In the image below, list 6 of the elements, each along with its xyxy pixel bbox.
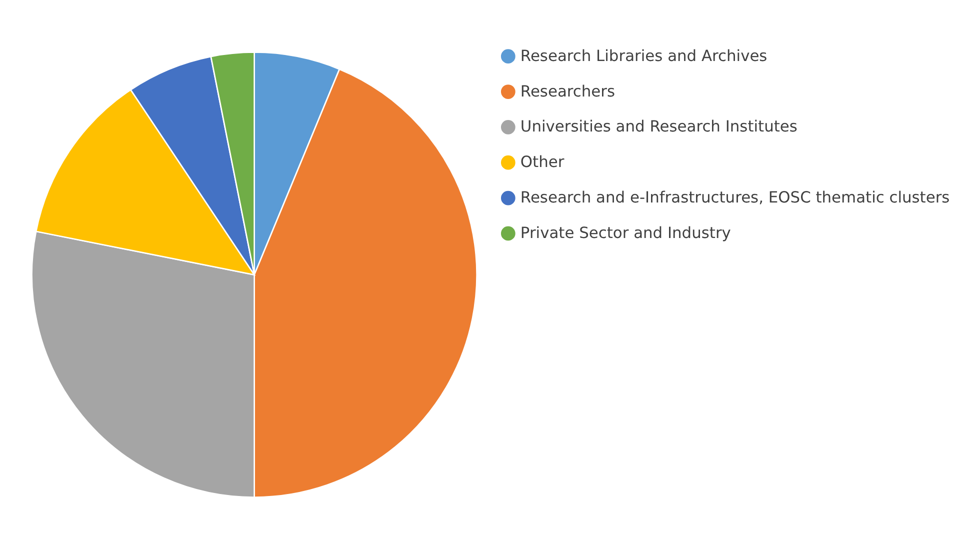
legend-label: Research Libraries and Archives <box>520 46 768 65</box>
legend-label: Universities and Research Institutes <box>520 118 798 136</box>
legend-label: Research and e-Infrastructures, EOSC thematic clusters <box>520 188 950 207</box>
legend-label: Private Sector and Industry <box>520 224 731 242</box>
legend-label: Other <box>520 153 565 172</box>
legend-label: Researchers <box>520 82 616 100</box>
